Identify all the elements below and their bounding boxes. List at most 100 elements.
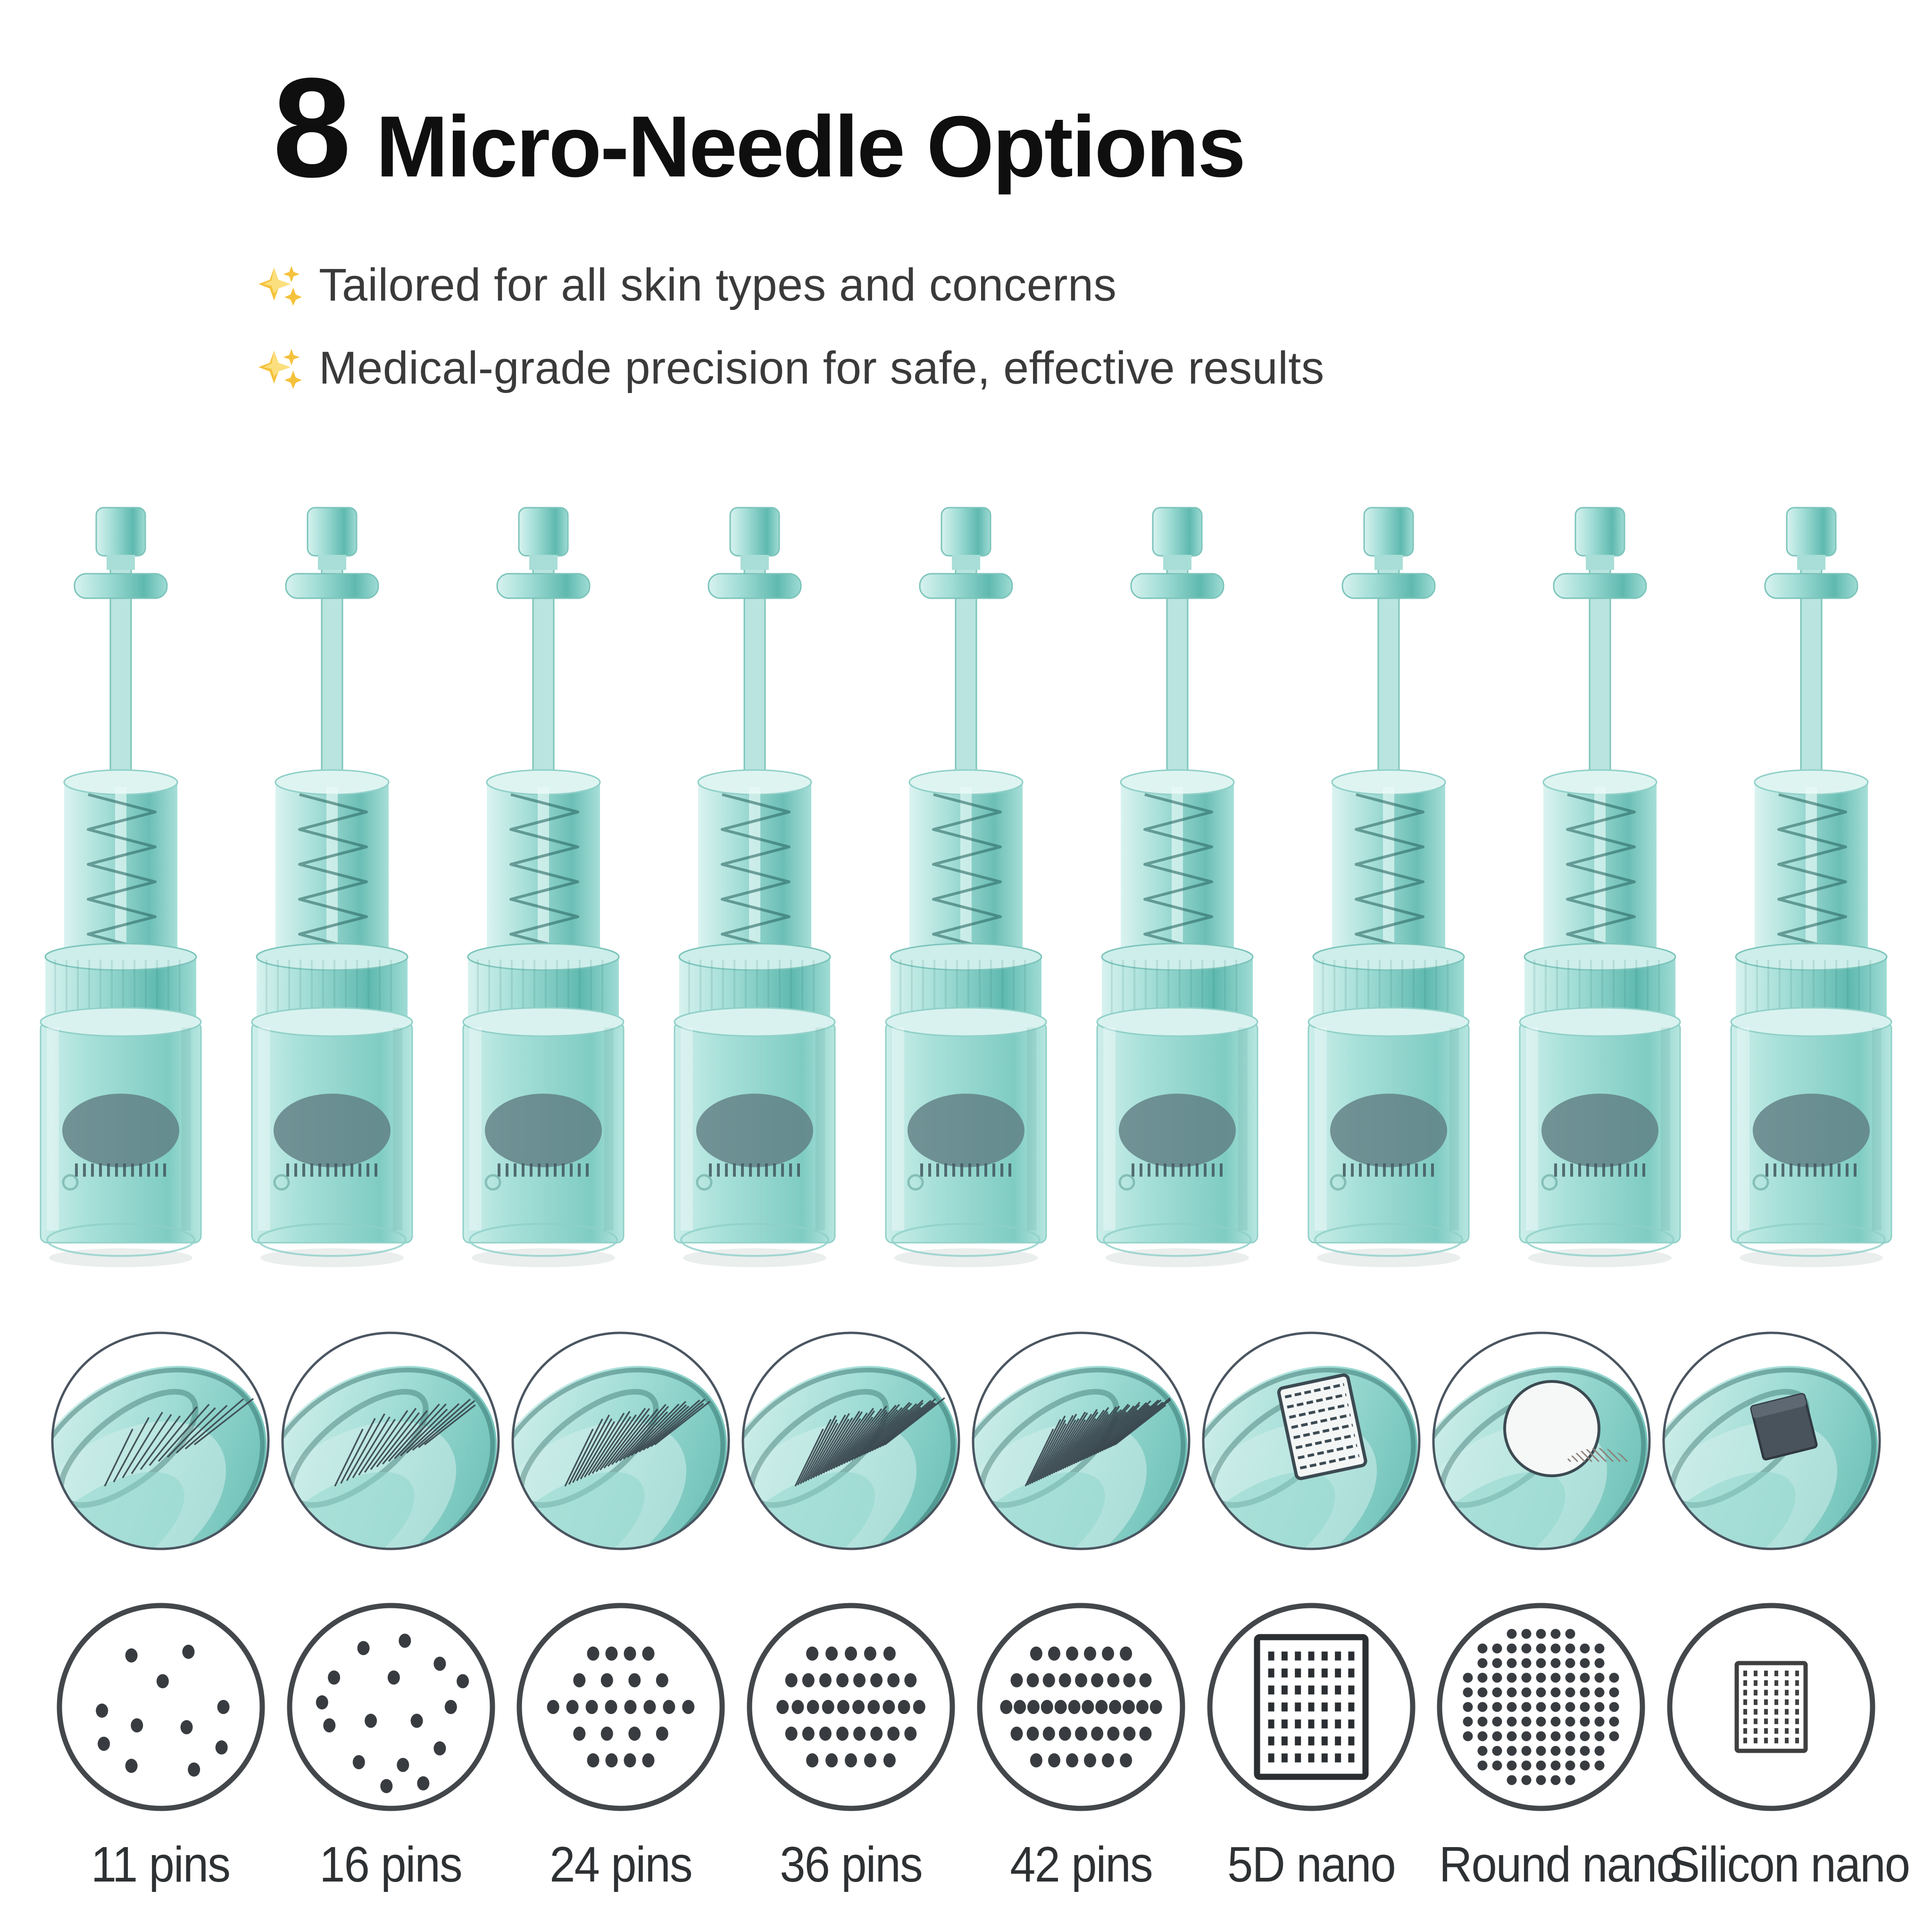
option-label-42-pins: 42 pins	[1010, 1837, 1153, 1892]
needle-head-disc	[62, 1094, 179, 1167]
cartridge-stem	[743, 567, 766, 791]
cartridge-flange	[1130, 573, 1224, 599]
cartridge-spring	[87, 793, 157, 953]
cartridge-stem	[1377, 567, 1400, 791]
pin-pattern-diagram	[57, 1603, 265, 1811]
needle-tip-art	[741, 1331, 960, 1550]
cartridge-flange	[496, 573, 591, 599]
cartridge-neck	[1586, 555, 1614, 570]
needle-tip-photo-36-pins	[740, 1330, 962, 1552]
cartridge-neck	[529, 555, 558, 570]
cartridge-illustration	[1730, 507, 1892, 1267]
cartridge-cap	[95, 507, 146, 557]
needle-tip-art	[51, 1331, 270, 1550]
pin-pattern-42-pins	[974, 1600, 1188, 1814]
needle-head-disc	[1753, 1094, 1870, 1167]
sparkles-icon	[258, 349, 302, 389]
pin-pattern-diagram	[1667, 1603, 1875, 1811]
cartridge-neck	[741, 555, 769, 570]
feature-item: Tailored for all skin types and concerns	[258, 259, 1324, 311]
option-label-36-pins: 36 pins	[780, 1837, 923, 1892]
cartridge-illustration	[40, 507, 202, 1267]
cartridge-cap	[1574, 507, 1625, 557]
cartridge-spring	[932, 793, 1002, 953]
needle-tip-photo-24-pins	[509, 1330, 732, 1552]
cartridge-cap	[307, 507, 358, 557]
cartridge-flange	[285, 573, 379, 599]
needle-head-disc	[1541, 1094, 1658, 1167]
cartridge-cap	[1152, 507, 1203, 557]
cartridge-cap	[518, 507, 569, 557]
cartridge-spring	[298, 793, 368, 953]
needle-tip-art	[511, 1331, 730, 1550]
needle-tip-photo-silicon-nano	[1660, 1330, 1883, 1552]
cartridge-illustration	[462, 507, 625, 1267]
title-text: Micro-Needle Options	[375, 98, 1246, 195]
needle-tip-photo-16-pins	[279, 1330, 502, 1552]
needle-head-disc	[485, 1094, 602, 1167]
pin-pattern-16-pins	[284, 1600, 498, 1814]
cartridge-flange	[919, 573, 1013, 599]
cartridge-illustration	[1519, 507, 1681, 1267]
cartridge-stem	[109, 567, 132, 791]
cartridge-stem	[1589, 567, 1611, 791]
cartridge-stem	[532, 567, 555, 791]
feature-list: Tailored for all skin types and concerns…	[258, 259, 1324, 394]
cartridge-spring	[1777, 793, 1847, 953]
option-label-24-pins: 24 pins	[550, 1837, 692, 1892]
cartridge-neck	[1374, 555, 1403, 570]
cartridge-flange	[74, 573, 168, 599]
pin-pattern-36-pins	[744, 1600, 958, 1814]
needle-tip-photo-round-nano	[1430, 1330, 1653, 1552]
pin-pattern-diagram	[977, 1603, 1185, 1811]
needle-head-disc	[696, 1094, 813, 1167]
cartridge-neck	[1163, 555, 1191, 570]
pin-pattern-silicon-nano	[1665, 1600, 1878, 1814]
cartridge-cap	[1363, 507, 1414, 557]
feature-text: Medical-grade precision for safe, effect…	[319, 342, 1324, 393]
pin-pattern-round-nano	[1434, 1600, 1648, 1814]
cartridge-spring	[509, 793, 579, 953]
cartridge-flange	[1764, 573, 1858, 599]
cartridge-illustration	[251, 507, 413, 1267]
needle-head-disc	[274, 1094, 391, 1167]
sparkles-icon	[258, 266, 302, 306]
cartridge-flange	[1553, 573, 1647, 599]
pin-pattern-diagram	[1437, 1603, 1645, 1811]
needle-tip-photo-5d-nano	[1200, 1330, 1423, 1552]
cartridge-spring	[721, 793, 791, 953]
pin-pattern-diagram	[747, 1603, 955, 1811]
needle-tip-photo-11-pins	[49, 1330, 272, 1552]
cartridge-spring	[1355, 793, 1424, 953]
pin-pattern-diagram	[516, 1603, 725, 1811]
cartridge-illustration	[674, 507, 836, 1267]
cartridge-cap	[941, 507, 991, 557]
cartridge-spring	[1143, 793, 1213, 953]
cartridge-stem	[1166, 567, 1189, 791]
needle-tip-art	[281, 1331, 500, 1550]
cartridge-flange	[1341, 573, 1436, 599]
cartridge-stem	[955, 567, 977, 791]
option-label-round-nano: Round nano	[1439, 1837, 1682, 1892]
cartridge-illustration	[1307, 507, 1470, 1267]
pin-pattern-diagram	[1207, 1603, 1416, 1811]
pin-pattern-row	[54, 1600, 1878, 1814]
option-label-5d-nano: 5D nano	[1227, 1837, 1396, 1892]
option-label-16-pins: 16 pins	[319, 1837, 462, 1892]
page-title: 8 Micro-Needle Options	[273, 57, 1246, 198]
option-label-silicon-nano: Silicon nano	[1669, 1837, 1910, 1892]
cartridge-neck	[318, 555, 346, 570]
pin-pattern-24-pins	[514, 1600, 727, 1814]
cartridge-illustration	[885, 507, 1047, 1267]
needle-tip-art	[972, 1331, 1191, 1550]
pin-pattern-diagram	[287, 1603, 495, 1811]
needle-tip-row	[49, 1330, 1883, 1552]
needle-tip-art	[1432, 1331, 1651, 1550]
cartridge-neck	[952, 555, 980, 570]
cartridge-neck	[107, 555, 135, 570]
cartridge-cap	[1786, 507, 1837, 557]
option-labels-row: 11 pins 16 pins 24 pins 36 pins 42 pins 5D na…	[49, 1837, 1910, 1892]
needle-head-disc	[1119, 1094, 1236, 1167]
cartridge-neck	[1797, 555, 1825, 570]
